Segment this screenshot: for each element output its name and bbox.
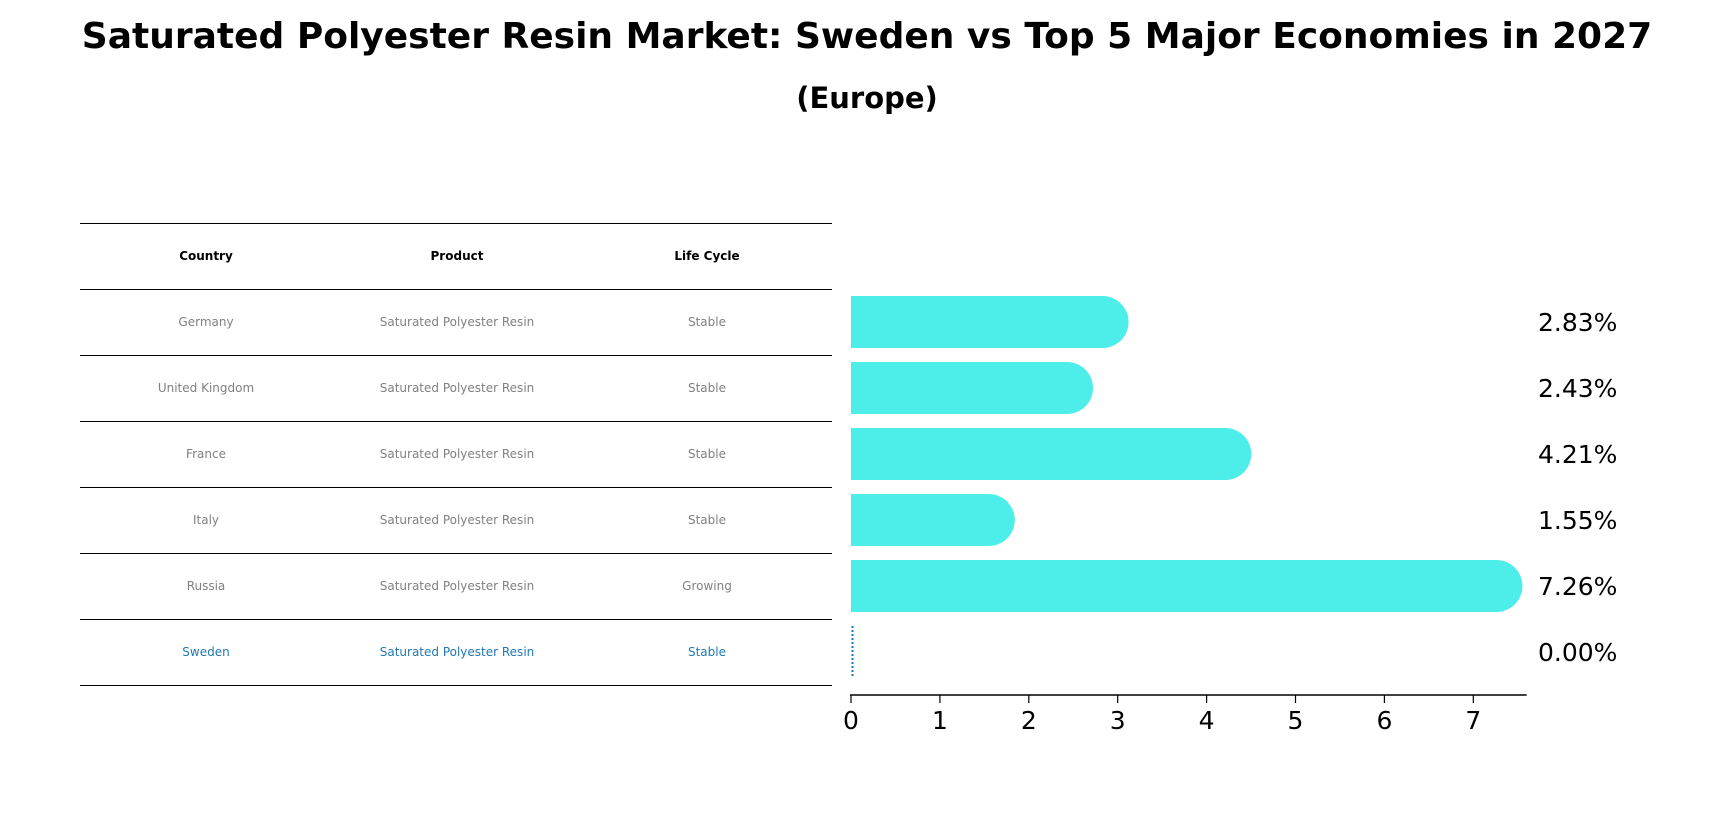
product-cell: Saturated Polyester Resin (379, 447, 535, 461)
data-label-france: 4.21% (1538, 440, 1617, 469)
life-cycle-cell: Stable (687, 513, 726, 527)
table-row-highlighted: Sweden Saturated Polyester Resin Stable (80, 619, 832, 686)
product-cell: Saturated Polyester Resin (379, 315, 535, 329)
product-cell: Saturated Polyester Resin (379, 645, 535, 659)
product-cell: Saturated Polyester Resin (379, 513, 535, 527)
data-label-russia: 7.26% (1538, 572, 1617, 601)
table-row: France Saturated Polyester Resin Stable (80, 421, 832, 487)
life-cycle-cell: Growing (682, 579, 732, 593)
column-header-country: Country (179, 249, 233, 263)
bar-italy (851, 494, 1015, 546)
table-row: Italy Saturated Polyester Resin Stable (80, 487, 832, 553)
x-tick-label: 7 (1465, 706, 1481, 735)
table-row: Germany Saturated Polyester Resin Stable (80, 289, 832, 355)
x-tick-label: 5 (1288, 706, 1304, 735)
chart-subtitle: (Europe) (796, 81, 938, 115)
data-label-sweden: 0.00% (1538, 638, 1617, 667)
country-cell: Russia (186, 579, 226, 593)
x-tick-label: 6 (1376, 706, 1392, 735)
bar-united-kingdom (851, 362, 1094, 414)
data-label-germany: 2.83% (1538, 308, 1617, 337)
x-tick-label: 1 (932, 706, 948, 735)
data-label-italy: 1.55% (1538, 506, 1617, 535)
bar-russia (851, 560, 1523, 612)
country-cell: Italy (192, 513, 220, 527)
life-cycle-cell: Stable (687, 447, 726, 461)
country-cell: France (186, 447, 226, 461)
column-header-life-cycle: Life Cycle (674, 249, 740, 263)
x-tick-label: 4 (1199, 706, 1215, 735)
product-cell: Saturated Polyester Resin (379, 579, 535, 593)
x-tick-label: 0 (843, 706, 859, 735)
table-row: Russia Saturated Polyester Resin Growing (80, 553, 832, 619)
data-label-united-kingdom: 2.43% (1538, 374, 1617, 403)
bar-france (851, 428, 1252, 480)
country-cell: Sweden (182, 645, 230, 659)
x-tick-label: 3 (1110, 706, 1126, 735)
column-header-product: Product (430, 249, 484, 263)
life-cycle-cell: Stable (687, 645, 726, 659)
country-table: Country Product Life Cycle Germany Satur… (80, 223, 832, 686)
life-cycle-cell: Stable (687, 381, 726, 395)
x-tick-label: 2 (1021, 706, 1037, 735)
country-cell: Germany (178, 315, 234, 329)
table-header-row: Country Product Life Cycle (80, 223, 832, 289)
country-cell: United Kingdom (157, 381, 255, 395)
bar-germany (851, 296, 1129, 348)
table-row: United Kingdom Saturated Polyester Resin… (80, 355, 832, 421)
life-cycle-cell: Stable (687, 315, 726, 329)
product-cell: Saturated Polyester Resin (379, 381, 535, 395)
chart-title: Saturated Polyester Resin Market: Sweden… (81, 16, 1653, 57)
